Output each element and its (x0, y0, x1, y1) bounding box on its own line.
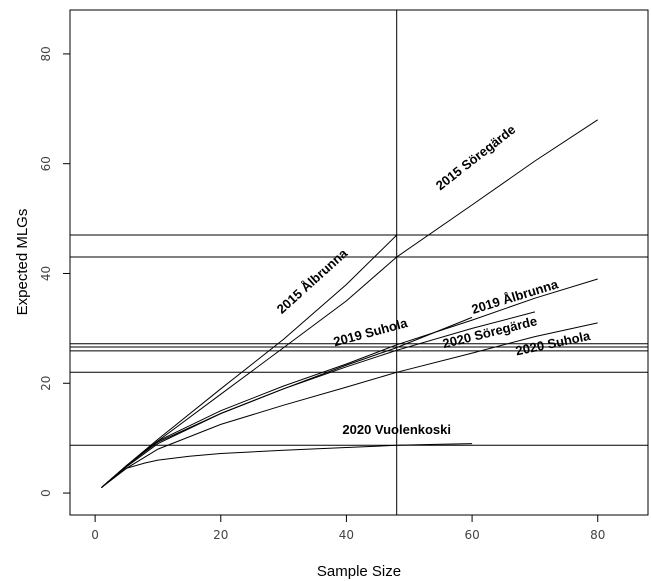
y-tick-label: 0 (39, 489, 53, 497)
x-axis-title: Sample Size (317, 563, 401, 580)
x-tick-label: 20 (213, 528, 228, 542)
x-tick-label: 80 (590, 528, 605, 542)
y-tick-label: 40 (39, 266, 53, 281)
series-line-2020-suhola (101, 322, 598, 488)
curve-label: 2019 Ålbrunna (470, 276, 561, 317)
reference-lines (70, 10, 648, 515)
x-tick-label: 40 (339, 528, 354, 542)
x-axis: 0 20 40 60 80 (91, 515, 605, 542)
plot-frame (69, 9, 649, 516)
curve-label: 2020 Vuolenkoski (342, 422, 451, 437)
series-line-2019-ålbrunna (101, 278, 598, 488)
y-axis-title: Expected MLGs (14, 209, 31, 316)
rarefaction-curves (101, 119, 598, 488)
curve-label: 2015 Söregärde (433, 122, 519, 193)
y-tick-label: 60 (39, 156, 53, 171)
y-axis: 0 20 40 60 80 (39, 46, 70, 497)
y-tick-label: 20 (39, 376, 53, 391)
series-line-2019-suhola (101, 316, 473, 488)
series-line-2020-vuolenkoski (101, 443, 473, 488)
x-tick-label: 60 (464, 528, 479, 542)
y-tick-label: 80 (39, 46, 53, 61)
x-tick-label: 0 (91, 528, 99, 542)
series-line-2020-söregärde (101, 311, 536, 488)
